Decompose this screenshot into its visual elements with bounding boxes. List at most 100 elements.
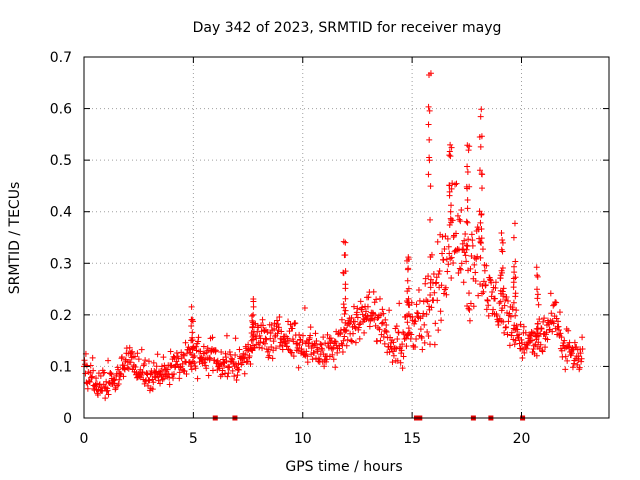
- data-point: [465, 236, 472, 243]
- data-point: [296, 341, 303, 348]
- data-point: [188, 366, 195, 373]
- data-point: [425, 333, 432, 340]
- data-point: [470, 303, 477, 310]
- data-point: [382, 316, 389, 323]
- data-point: [380, 310, 387, 317]
- data-point: [241, 370, 248, 377]
- data-point: [445, 261, 452, 268]
- data-point: [510, 299, 517, 306]
- data-point: [189, 316, 196, 323]
- data-point: [413, 336, 420, 343]
- data-point: [512, 312, 519, 319]
- data-point: [534, 286, 541, 293]
- data-point: [460, 279, 467, 286]
- data-point: [427, 183, 434, 190]
- data-point: [327, 335, 334, 342]
- data-point: [507, 313, 514, 320]
- data-point: [125, 365, 132, 372]
- data-point: [399, 341, 406, 348]
- data-point: [120, 373, 127, 380]
- data-point: [313, 337, 320, 344]
- data-point: [427, 216, 434, 223]
- data-point: [511, 263, 518, 270]
- data-point: [244, 358, 251, 365]
- data-point: [191, 352, 198, 359]
- data-point: [541, 315, 548, 322]
- data-point: [212, 347, 219, 354]
- data-point: [566, 339, 573, 346]
- data-point: [296, 331, 303, 338]
- data-point: [509, 306, 516, 313]
- data-point: [533, 352, 540, 359]
- data-point: [405, 301, 412, 308]
- data-point: [464, 205, 471, 212]
- data-point: [501, 329, 508, 336]
- x-tick-labels: 0 5 10 15 20: [80, 431, 531, 447]
- data-point: [361, 329, 368, 336]
- data-point: [376, 295, 383, 302]
- data-point: [565, 327, 572, 334]
- data-point: [510, 234, 517, 241]
- data-point: [544, 336, 551, 343]
- data-point: [170, 371, 177, 378]
- data-point: [229, 367, 236, 374]
- data-point: [444, 268, 451, 275]
- data-point: [482, 282, 489, 289]
- y-tick-label: 0.7: [50, 50, 72, 66]
- data-point: [264, 328, 271, 335]
- data-point: [191, 360, 198, 367]
- data-point: [445, 243, 452, 250]
- data-point: [558, 334, 565, 341]
- data-point: [423, 311, 430, 318]
- data-point: [189, 345, 196, 352]
- data-point: [374, 314, 381, 321]
- data-point: [485, 312, 492, 319]
- data-point: [149, 386, 156, 393]
- data-point: [562, 353, 569, 360]
- data-point: [426, 71, 433, 78]
- data-point: [243, 359, 250, 366]
- data-point: [217, 360, 224, 367]
- data-point: [249, 317, 256, 324]
- data-point: [562, 366, 569, 373]
- data-point: [226, 364, 233, 371]
- data-point: [268, 344, 275, 351]
- data-point: [287, 321, 294, 328]
- data-point: [405, 330, 412, 337]
- data-point: [492, 284, 499, 291]
- data-point: [499, 237, 506, 244]
- data-point: [239, 359, 246, 366]
- data-point: [289, 325, 296, 332]
- data-point: [224, 373, 231, 380]
- data-point: [540, 318, 547, 325]
- data-point: [376, 326, 383, 333]
- data-point: [405, 254, 412, 261]
- data-point: [508, 329, 515, 336]
- data-point: [524, 341, 531, 348]
- data-point: [207, 355, 214, 362]
- data-point: [354, 314, 361, 321]
- data-point: [399, 365, 406, 372]
- data-point: [468, 231, 475, 238]
- data-point: [503, 324, 510, 331]
- data-point: [456, 216, 463, 223]
- data-point: [356, 321, 363, 328]
- data-point: [352, 339, 359, 346]
- data-point: [542, 344, 549, 351]
- data-point: [497, 298, 504, 305]
- data-point: [340, 337, 347, 344]
- data-point: [176, 375, 183, 382]
- data-point: [438, 282, 445, 289]
- data-point: [405, 265, 412, 272]
- data-point: [453, 230, 460, 237]
- data-point: [476, 167, 483, 174]
- data-point: [511, 220, 518, 227]
- data-point: [401, 336, 408, 343]
- data-point: [359, 304, 366, 311]
- data-point: [438, 317, 445, 324]
- data-point: [158, 367, 164, 374]
- data-point: [569, 364, 576, 371]
- data-point: [511, 341, 518, 348]
- data-point: [233, 377, 240, 384]
